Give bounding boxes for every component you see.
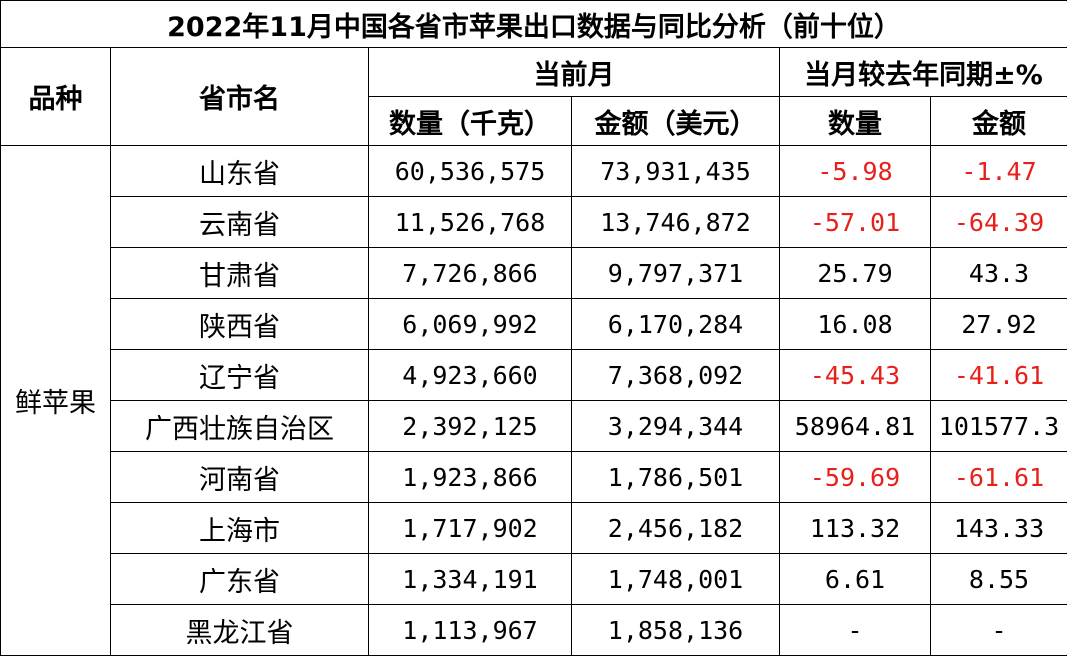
province-cell: 黑龙江省 <box>111 605 369 656</box>
yoy-qty-cell: 6.61 <box>780 554 931 605</box>
category-cell: 鲜苹果 <box>1 146 111 656</box>
province-cell: 陕西省 <box>111 299 369 350</box>
amount-cell: 13,746,872 <box>572 197 780 248</box>
yoy-amount-cell: 143.33 <box>931 503 1067 554</box>
province-cell: 甘肃省 <box>111 248 369 299</box>
header-variety: 品种 <box>1 48 111 146</box>
header-current-month: 当前月 <box>369 48 780 97</box>
header-yoy: 当月较去年同期±% <box>780 48 1067 97</box>
yoy-amount-cell: 8.55 <box>931 554 1067 605</box>
header-qty: 数量（千克） <box>369 97 572 146</box>
qty-cell: 4,923,660 <box>369 350 572 401</box>
yoy-amount-cell: -61.61 <box>931 452 1067 503</box>
yoy-amount-cell: 43.3 <box>931 248 1067 299</box>
qty-cell: 60,536,575 <box>369 146 572 197</box>
yoy-qty-cell: - <box>780 605 931 656</box>
yoy-qty-cell: 113.32 <box>780 503 931 554</box>
yoy-amount-cell: -41.61 <box>931 350 1067 401</box>
amount-cell: 1,748,001 <box>572 554 780 605</box>
amount-cell: 2,456,182 <box>572 503 780 554</box>
qty-cell: 1,113,967 <box>369 605 572 656</box>
qty-cell: 1,717,902 <box>369 503 572 554</box>
yoy-amount-cell: 101577.3 <box>931 401 1067 452</box>
amount-cell: 7,368,092 <box>572 350 780 401</box>
header-yoy-amount: 金额 <box>931 97 1067 146</box>
qty-cell: 2,392,125 <box>369 401 572 452</box>
header-yoy-qty: 数量 <box>780 97 931 146</box>
amount-cell: 6,170,284 <box>572 299 780 350</box>
yoy-qty-cell: 25.79 <box>780 248 931 299</box>
amount-cell: 3,294,344 <box>572 401 780 452</box>
amount-cell: 9,797,371 <box>572 248 780 299</box>
yoy-amount-cell: -64.39 <box>931 197 1067 248</box>
province-cell: 山东省 <box>111 146 369 197</box>
qty-cell: 7,726,866 <box>369 248 572 299</box>
yoy-qty-cell: -5.98 <box>780 146 931 197</box>
amount-cell: 73,931,435 <box>572 146 780 197</box>
province-cell: 广西壮族自治区 <box>111 401 369 452</box>
qty-cell: 11,526,768 <box>369 197 572 248</box>
amount-cell: 1,858,136 <box>572 605 780 656</box>
table-title: 2022年11月中国各省市苹果出口数据与同比分析（前十位） <box>1 1 1067 48</box>
header-province: 省市名 <box>111 48 369 146</box>
yoy-amount-cell: - <box>931 605 1067 656</box>
province-cell: 辽宁省 <box>111 350 369 401</box>
yoy-qty-cell: 16.08 <box>780 299 931 350</box>
province-cell: 云南省 <box>111 197 369 248</box>
yoy-qty-cell: -57.01 <box>780 197 931 248</box>
province-cell: 广东省 <box>111 554 369 605</box>
province-cell: 河南省 <box>111 452 369 503</box>
yoy-amount-cell: 27.92 <box>931 299 1067 350</box>
yoy-amount-cell: -1.47 <box>931 146 1067 197</box>
qty-cell: 1,334,191 <box>369 554 572 605</box>
yoy-qty-cell: -59.69 <box>780 452 931 503</box>
yoy-qty-cell: -45.43 <box>780 350 931 401</box>
header-amount: 金额（美元） <box>572 97 780 146</box>
province-cell: 上海市 <box>111 503 369 554</box>
qty-cell: 1,923,866 <box>369 452 572 503</box>
amount-cell: 1,786,501 <box>572 452 780 503</box>
yoy-qty-cell: 58964.81 <box>780 401 931 452</box>
qty-cell: 6,069,992 <box>369 299 572 350</box>
